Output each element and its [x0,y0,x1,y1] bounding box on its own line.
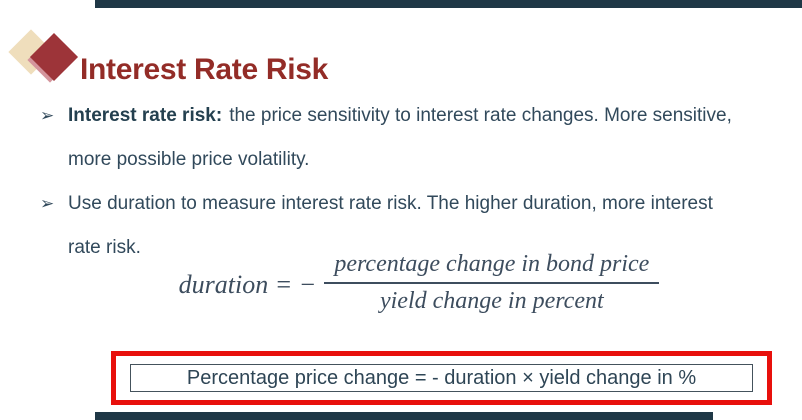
key-formula-highlight-box: Percentage price change = - duration × y… [111,351,772,405]
bullet-rest: the price sensitivity to interest rate c… [68,105,732,170]
bullet-arrow-icon: ➢ [40,194,55,213]
bullet-list: ➢ Interest rate risk: the price sensitivi… [40,94,740,270]
slide-title: Interest Rate Risk [80,53,329,87]
formula-denominator: yield change in percent [379,288,604,314]
bullet-lead-bold: Interest rate risk: [68,105,223,126]
formula-fraction: percentage change in bond price yield ch… [324,251,660,315]
bullet-item-interest-rate-risk: ➢ Interest rate risk: the price sensitivi… [40,94,740,182]
bullet-arrow-icon: ➢ [40,106,55,125]
bullet-item-duration: ➢ Use duration to measure interest rate … [40,182,740,270]
top-accent-bar [95,0,802,8]
formula-lhs: duration = − [178,270,317,299]
bottom-accent-bar [95,412,713,420]
bullet-rest: Use duration to measure interest rate ri… [68,193,713,258]
formula-numerator: percentage change in bond price [324,251,660,284]
duration-formula: duration = − percentage change in bond p… [18,251,802,315]
bullet-text: Interest rate risk: the price sensitivity… [68,94,738,182]
bullet-text: Use duration to measure interest rate ri… [68,182,738,270]
key-formula-text-box: Percentage price change = - duration × y… [130,364,753,392]
